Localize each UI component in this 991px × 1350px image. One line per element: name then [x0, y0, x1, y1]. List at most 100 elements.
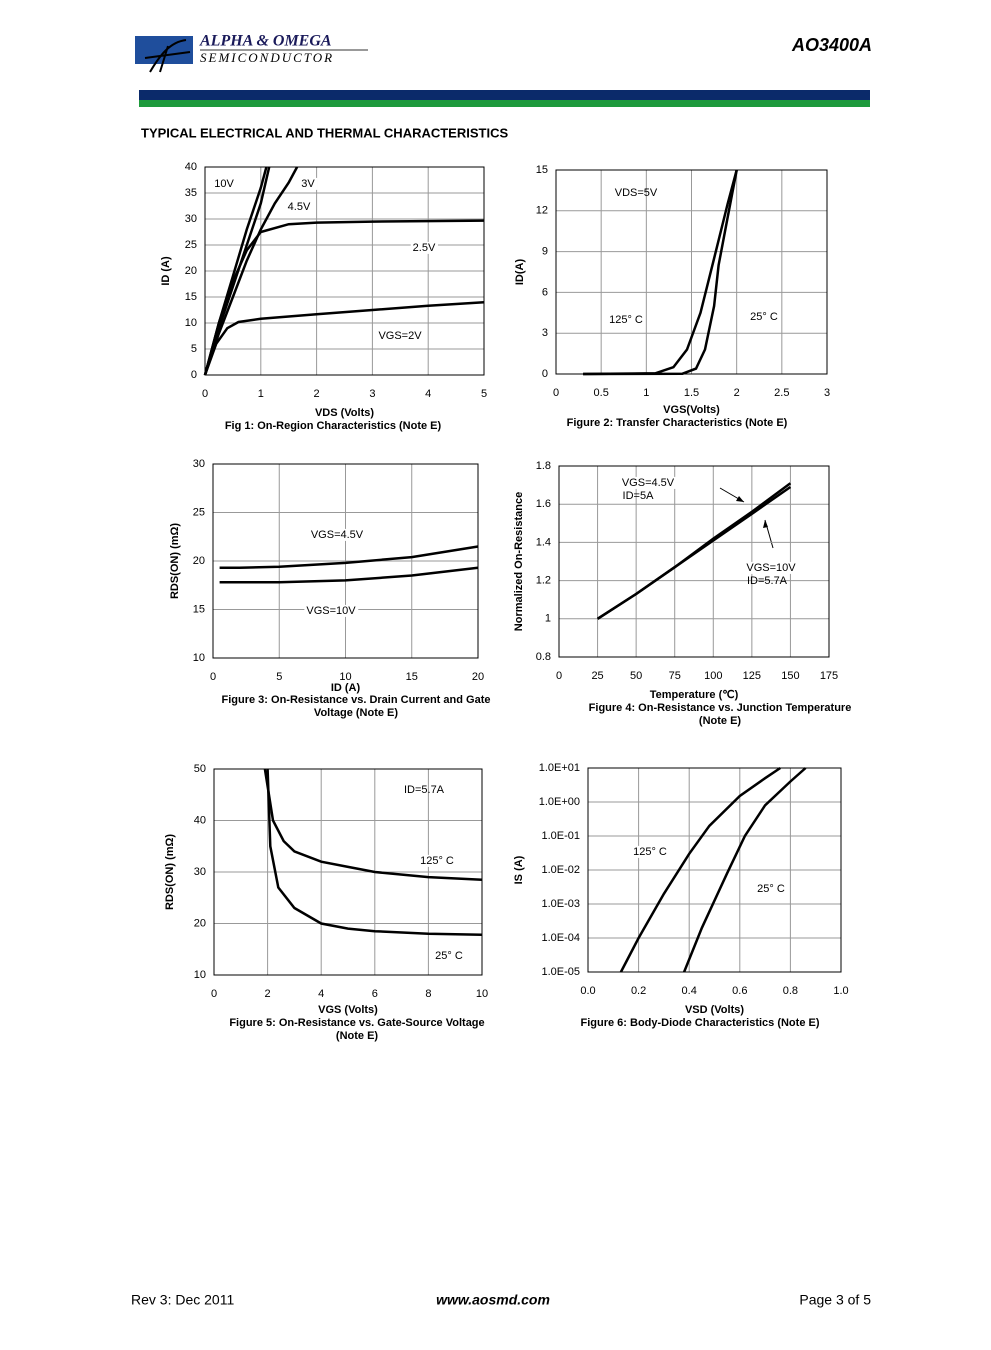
x-tick-label: 10: [339, 671, 351, 683]
annotation: VDS=5V: [615, 187, 658, 199]
x-tick-label: 0.2: [631, 985, 646, 997]
label-bg: [607, 313, 645, 326]
x-axis-label: Temperature (℃): [650, 689, 739, 701]
y-axis-label: IS (A): [513, 855, 525, 884]
section-title: TYPICAL ELECTRICAL AND THERMAL CHARACTER…: [141, 125, 508, 140]
header-bar-blue: [139, 90, 870, 100]
logo-name: ALPHA & OMEGA: [199, 33, 332, 50]
y-tick-label: 25: [185, 239, 197, 251]
y-tick-label: 35: [185, 187, 197, 199]
label-bg: [299, 177, 318, 190]
series-label: 25° C: [757, 883, 785, 895]
series-line: [266, 768, 483, 937]
y-tick-label: 40: [185, 161, 197, 173]
label-bg: [304, 604, 359, 617]
y-tick-label: 50: [194, 763, 206, 775]
series-label: 10V: [214, 178, 234, 190]
caption: Figure 3: On-Resistance vs. Drain Curren…: [222, 694, 491, 706]
x-tick-label: 0.0: [580, 985, 595, 997]
x-tick-label: 8: [425, 988, 431, 1000]
caption: (Note E): [699, 715, 742, 727]
plot-border: [587, 767, 842, 973]
x-tick-label: 2.5: [774, 387, 789, 399]
y-tick-label: 6: [542, 286, 548, 298]
caption: Fig 1: On-Region Characteristics (Note E…: [225, 420, 442, 432]
x-tick-label: 2: [265, 988, 271, 1000]
y-tick-label: 15: [185, 291, 197, 303]
y-tick-label: 1.0E-05: [541, 966, 580, 978]
y-tick-label: 1.8: [536, 460, 551, 472]
y-axis-label: ID(A): [514, 259, 526, 286]
series-line: [682, 767, 807, 973]
annotation: ID=5.7A: [747, 575, 788, 587]
series-line: [219, 545, 479, 570]
y-tick-label: 1.6: [536, 498, 551, 510]
x-tick-label: 175: [820, 670, 838, 682]
y-tick-label: 9: [542, 246, 548, 258]
plot-border: [558, 465, 830, 658]
x-tick-label: 0: [202, 388, 208, 400]
series-line: [596, 482, 792, 620]
caption: Figure 4: On-Resistance vs. Junction Tem…: [589, 702, 852, 714]
caption: (Note E): [336, 1030, 379, 1042]
y-tick-label: 30: [194, 866, 206, 878]
x-tick-label: 3: [824, 387, 830, 399]
x-tick-label: 5: [276, 671, 282, 683]
x-tick-label: 75: [669, 670, 681, 682]
series-label: 3V: [301, 178, 315, 190]
label-bg: [619, 476, 677, 489]
series-label: 2.5V: [413, 242, 436, 254]
y-tick-label: 1.2: [536, 575, 551, 587]
plot-border: [555, 169, 828, 375]
x-tick-label: 0.5: [594, 387, 609, 399]
y-axis-label: Normalized On-Resistance: [513, 492, 525, 631]
y-tick-label: 30: [193, 458, 205, 470]
y-tick-label: 10: [185, 317, 197, 329]
x-tick-label: 25: [591, 670, 603, 682]
series-line: [619, 766, 781, 973]
label-bg: [212, 177, 237, 190]
series-label: VGS=2V: [378, 330, 422, 342]
series-line: [203, 166, 299, 376]
label-bg: [308, 528, 366, 541]
y-tick-label: 10: [194, 969, 206, 981]
series-label: VGS=10V: [306, 605, 356, 617]
label-bg: [410, 241, 438, 254]
y-tick-label: 1.0E-02: [541, 864, 580, 876]
x-tick-label: 0.8: [783, 985, 798, 997]
series-line: [219, 566, 479, 584]
x-tick-label: 50: [630, 670, 642, 682]
x-tick-label: 100: [704, 670, 722, 682]
y-tick-label: 12: [536, 205, 548, 217]
series-line: [583, 169, 738, 376]
y-tick-label: 1.0E-01: [541, 830, 580, 842]
y-tick-label: 5: [191, 343, 197, 355]
x-tick-label: 1: [643, 387, 649, 399]
x-tick-label: 6: [372, 988, 378, 1000]
label-bg: [376, 329, 425, 342]
x-tick-label: 2: [734, 387, 740, 399]
y-tick-label: 0.8: [536, 651, 551, 663]
plot-border: [213, 768, 483, 976]
series-line: [263, 768, 483, 881]
x-axis-label: ID (A): [331, 682, 361, 694]
y-tick-label: 1.0E-03: [541, 898, 580, 910]
x-axis-label: VGS (Volts): [318, 1004, 378, 1016]
x-axis-label: VSD (Volts): [685, 1004, 744, 1016]
x-tick-label: 0.6: [732, 985, 747, 997]
x-tick-label: 4: [425, 388, 431, 400]
series-label: VGS=4.5V: [622, 477, 675, 489]
label-bg: [433, 949, 465, 962]
series-line: [203, 219, 485, 376]
annotation: ID=5.7A: [404, 784, 445, 796]
series-label: 125° C: [420, 855, 454, 867]
y-tick-label: 0: [191, 369, 197, 381]
y-tick-label: 1.4: [536, 536, 551, 548]
label-bg: [631, 845, 669, 858]
y-tick-label: 40: [194, 814, 206, 826]
caption: Figure 2: Transfer Characteristics (Note…: [567, 417, 788, 429]
y-tick-label: 1.0E+01: [539, 762, 580, 774]
y-tick-label: 1.0E+00: [539, 796, 580, 808]
x-tick-label: 1.5: [684, 387, 699, 399]
